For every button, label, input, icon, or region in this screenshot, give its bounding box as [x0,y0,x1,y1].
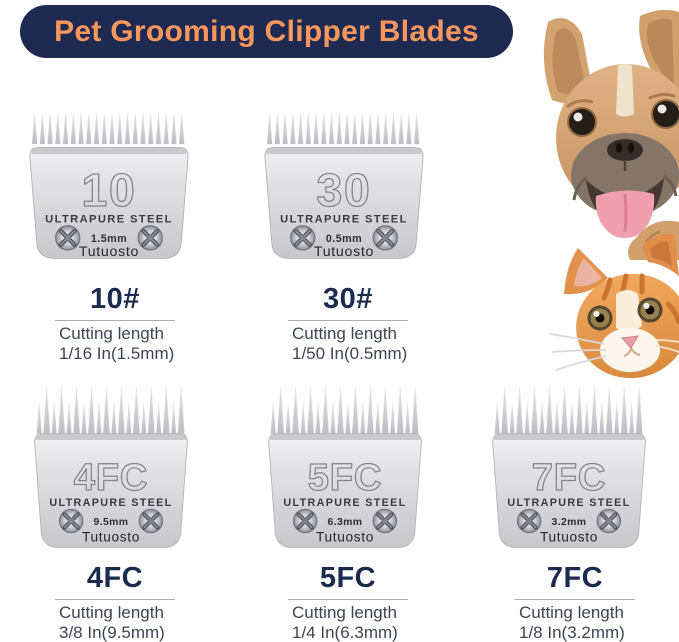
blade-heading: 30# [323,283,373,315]
blade-heading: 4FC [86,562,144,594]
screw-icon [291,226,315,250]
cutting-length-value: 1/8 In(3.2mm) [519,623,625,642]
blade-heading: 5FC [319,562,377,594]
screw-icon [139,509,162,532]
blade-brand-engraving: Tutuosto [316,530,374,545]
divider [55,599,175,600]
clipper-blade-4fc-image: 4FC ULTRAPURE STEEL 9.5mm Tutuosto [34,385,188,548]
screw-icon [60,509,83,532]
cutting-length-value: 3/8 In(9.5mm) [59,623,165,642]
cutting-length-label: Cutting length [519,603,624,622]
blade-brand-engraving: Tutuosto [314,244,374,260]
cat-photo [549,234,679,379]
cutting-length-value: 1/16 In(1.5mm) [59,344,175,364]
screw-icon [56,226,80,250]
label-block-5fc: 5FC Cutting length 1/4 In(6.3mm) [288,562,408,642]
screw-icon [373,509,396,532]
cutting-length-label: Cutting length [59,324,164,343]
label-block-4fc: 4FC Cutting length 3/8 In(9.5mm) [55,562,175,642]
cutting-length-label: Cutting length [59,603,164,622]
blade-teeth [31,113,187,149]
blade-card-5fc: 5FC ULTRAPURE STEEL 6.3mm Tutuosto [262,384,428,552]
screw-icon [373,226,397,250]
blade-steel-label: ULTRAPURE STEEL [49,497,172,509]
blade-size-engraving: 6.3mm [328,517,363,528]
divider [288,320,408,321]
blade-steel-label: ULTRAPURE STEEL [507,497,630,509]
blade-heading: 7FC [546,562,604,594]
clipper-blade-10-image: 10 ULTRAPURE STEEL 1.5mm Tutuosto [29,113,189,260]
divider [55,320,175,321]
blade-card-10: 10 ULTRAPURE STEEL 1.5mm Tutuosto [23,108,195,263]
blade-number-engraving: 30 [316,164,371,216]
blade-teeth [266,113,422,149]
blade-steel-label: ULTRAPURE STEEL [280,213,408,225]
blade-brand-engraving: Tutuosto [540,530,598,545]
blade-steel-label: ULTRAPURE STEEL [283,497,406,509]
divider [515,599,635,600]
blade-size-engraving: 0.5mm [326,233,362,245]
clipper-blade-30-image: 30 ULTRAPURE STEEL 0.5mm Tutuosto [264,113,424,260]
screw-icon [138,226,162,250]
blade-teeth [270,385,420,436]
blade-number-engraving: 7FC [532,456,607,499]
cutting-length-label: Cutting length [292,324,397,343]
blade-card-4fc: 4FC ULTRAPURE STEEL 9.5mm Tutuosto [28,384,194,552]
blade-size-engraving: 1.5mm [91,233,127,245]
cutting-length-value: 1/4 In(6.3mm) [292,623,398,642]
divider [288,599,408,600]
blade-card-7fc: 7FC ULTRAPURE STEEL 3.2mm Tutuosto [486,384,652,552]
blade-number-engraving: 10 [81,164,136,216]
blade-number-engraving: 4FC [74,456,149,499]
blade-steel-label: ULTRAPURE STEEL [45,213,173,225]
screw-icon [294,509,317,532]
title-banner: Pet Grooming Clipper Blades [20,5,513,58]
dog-photo [543,10,679,260]
blade-number-engraving: 5FC [308,456,383,499]
blade-brand-engraving: Tutuosto [79,244,139,260]
cutting-length-value: 1/50 In(0.5mm) [292,344,408,364]
blade-teeth [494,385,644,436]
blade-size-engraving: 3.2mm [552,517,587,528]
blade-heading: 10# [90,283,140,315]
blade-teeth [36,385,186,436]
blade-brand-engraving: Tutuosto [82,530,140,545]
blade-card-30: 30 ULTRAPURE STEEL 0.5mm Tutuosto [258,108,430,263]
screw-icon [518,509,541,532]
clipper-blade-5fc-image: 5FC ULTRAPURE STEEL 6.3mm Tutuosto [268,385,422,548]
label-block-7fc: 7FC Cutting length 1/8 In(3.2mm) [515,562,635,642]
page-title: Pet Grooming Clipper Blades [54,14,479,48]
screw-icon [597,509,620,532]
label-block-10: 10# Cutting length 1/16 In(1.5mm) [55,283,175,365]
blade-size-engraving: 9.5mm [94,517,129,528]
clipper-blade-7fc-image: 7FC ULTRAPURE STEEL 3.2mm Tutuosto [492,385,646,548]
cutting-length-label: Cutting length [292,603,397,622]
label-block-30: 30# Cutting length 1/50 In(0.5mm) [288,283,408,365]
